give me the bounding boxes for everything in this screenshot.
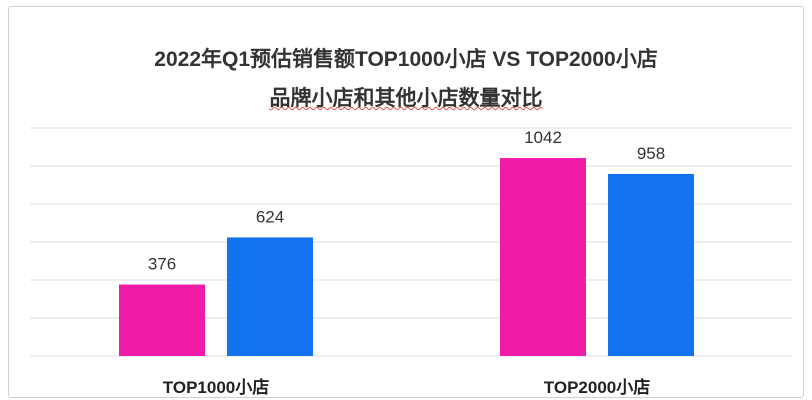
- bars: [119, 158, 694, 356]
- chart-subtitle-text: 品牌小店和其他小店数量对比: [269, 87, 543, 110]
- chart-title: 2022年Q1预估销售额TOP1000小店 VS TOP2000小店: [154, 48, 658, 71]
- data-label: 624: [256, 207, 284, 226]
- data-label: 376: [148, 255, 176, 274]
- category-label: TOP1000小店: [163, 377, 269, 397]
- category-label: TOP2000小店: [544, 377, 650, 397]
- bar: [500, 158, 586, 356]
- category-labels: TOP1000小店 TOP2000小店: [163, 377, 650, 397]
- bar: [608, 173, 694, 356]
- data-labels: 376 624 1042 958: [148, 128, 665, 274]
- bar: [227, 237, 313, 356]
- data-label: 958: [637, 144, 665, 163]
- data-label: 1042: [524, 128, 562, 147]
- bar: [119, 284, 205, 356]
- chart-subtitle: 品牌小店和其他小店数量对比: [0, 82, 812, 112]
